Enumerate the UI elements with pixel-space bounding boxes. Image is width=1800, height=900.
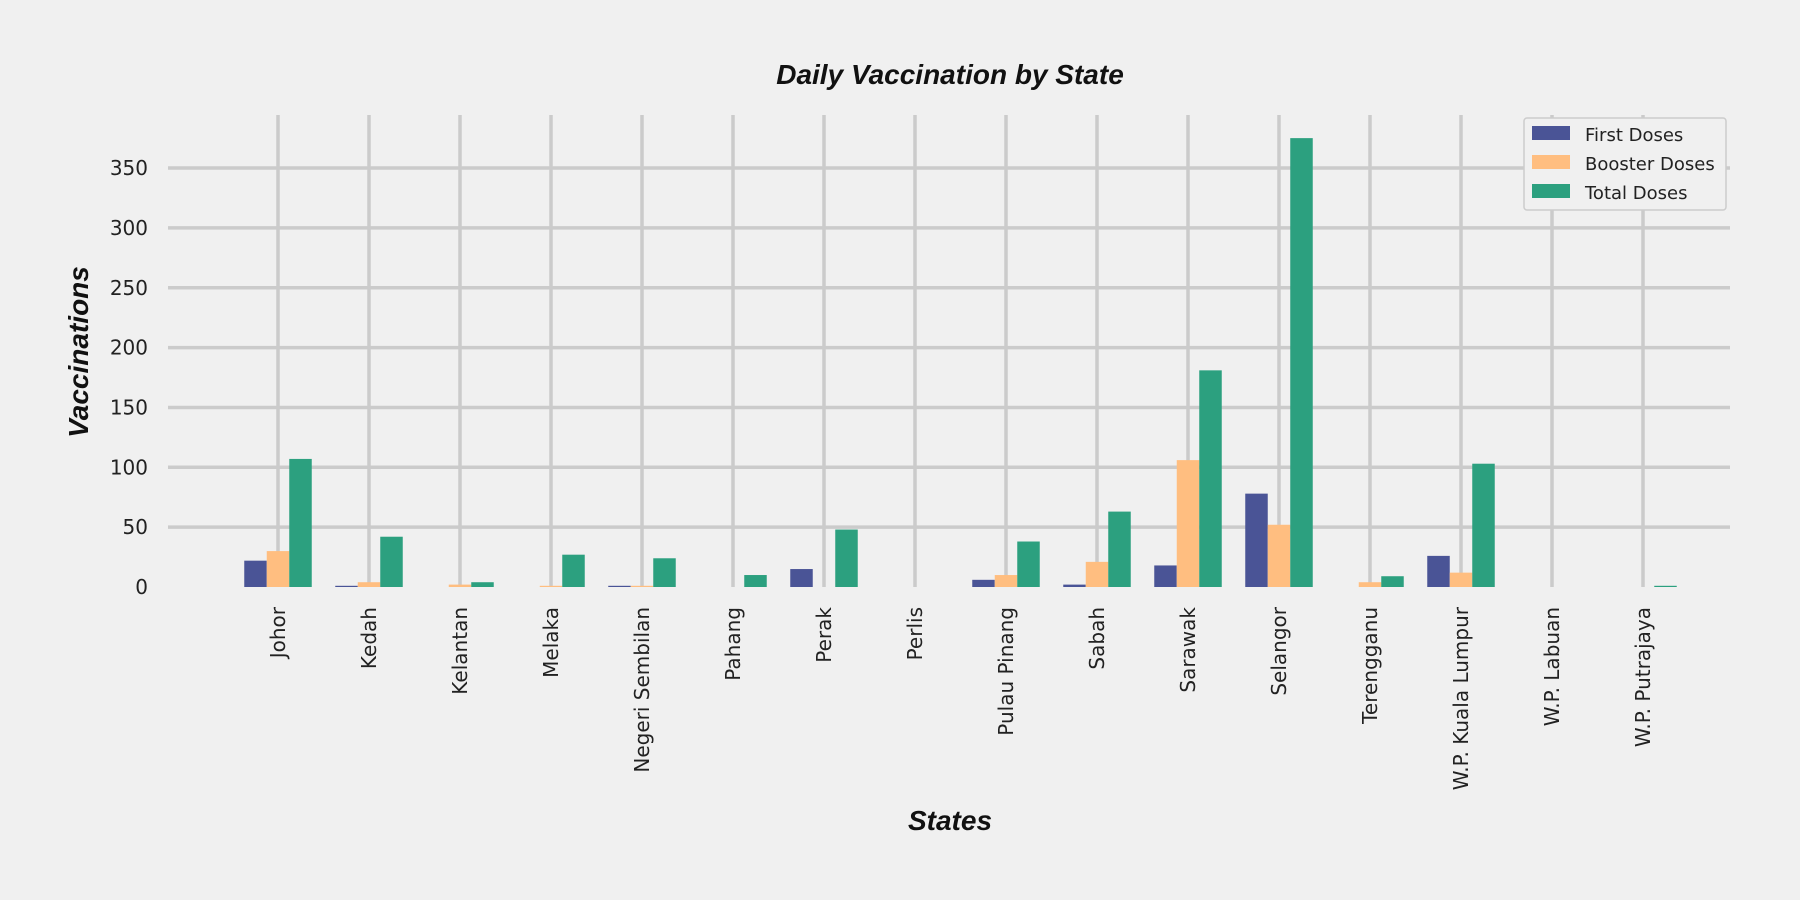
- bar-first-doses-w-p-kuala-lumpur: [1427, 555, 1450, 587]
- y-tick-label: 50: [123, 515, 148, 539]
- bar-booster-doses-negeri-sembilan: [630, 585, 654, 587]
- bar-booster-doses-w-p-kuala-lumpur: [1449, 572, 1473, 587]
- x-axis-label: States: [908, 805, 992, 836]
- bar-booster-doses-terengganu: [1358, 582, 1382, 587]
- bar-booster-doses-kedah: [357, 582, 381, 587]
- bar-total-doses-terengganu: [1381, 576, 1404, 587]
- bar-total-doses-w-p-kuala-lumpur: [1472, 463, 1495, 587]
- x-tick-label-sarawak: Sarawak: [1176, 607, 1200, 693]
- legend-label-first-doses: First Doses: [1585, 125, 1683, 146]
- bar-first-doses-perak: [790, 569, 813, 587]
- bar-booster-doses-selangor: [1267, 524, 1291, 587]
- bar-booster-doses-sarawak: [1176, 460, 1200, 587]
- x-tick-label-pulau-pinang: Pulau Pinang: [994, 607, 1018, 736]
- bar-booster-doses-sabah: [1085, 561, 1109, 587]
- bar-booster-doses-melaka: [539, 585, 563, 587]
- y-tick-label: 100: [110, 455, 148, 479]
- bar-total-doses-selangor: [1290, 138, 1313, 587]
- bar-total-doses-kelantan: [471, 582, 494, 587]
- legend-swatch-first-doses: [1532, 126, 1570, 140]
- bar-first-doses-selangor: [1245, 493, 1268, 587]
- x-tick-label-kelantan: Kelantan: [448, 607, 472, 695]
- bar-first-doses-negeri-sembilan: [608, 585, 631, 587]
- x-tick-label-johor: Johor: [266, 606, 290, 660]
- x-tick-label-w-p-kuala-lumpur: W.P. Kuala Lumpur: [1449, 606, 1473, 790]
- x-tick-label-terengganu: Terengganu: [1358, 607, 1382, 725]
- x-tick-label-sabah: Sabah: [1085, 607, 1109, 670]
- x-tick-label-selangor: Selangor: [1267, 606, 1291, 695]
- bar-total-doses-sarawak: [1199, 370, 1222, 587]
- legend-label-total-doses: Total Doses: [1584, 183, 1687, 204]
- x-tick-label-w-p-labuan: W.P. Labuan: [1540, 607, 1564, 726]
- bar-total-doses-melaka: [562, 554, 585, 587]
- legend-swatch-booster-doses: [1532, 155, 1570, 169]
- bar-total-doses-johor: [289, 458, 312, 587]
- bar-booster-doses-kelantan: [448, 584, 472, 587]
- x-tick-label-perak: Perak: [812, 607, 836, 663]
- legend: First Doses Booster Doses Total Doses: [1523, 117, 1727, 211]
- bar-total-doses-pahang: [744, 575, 767, 587]
- x-tick-label-negeri-sembilan: Negeri Sembilan: [630, 607, 654, 773]
- bar-total-doses-negeri-sembilan: [653, 558, 676, 587]
- x-tick-label-w-p-putrajaya: W.P. Putrajaya: [1631, 607, 1655, 747]
- y-tick-label: 200: [110, 336, 148, 360]
- y-tick-label: 250: [110, 276, 148, 300]
- bar-first-doses-johor: [244, 560, 267, 587]
- bar-first-doses-pulau-pinang: [972, 579, 995, 587]
- legend-swatch-total-doses: [1532, 184, 1570, 198]
- legend-label-booster-doses: Booster Doses: [1585, 154, 1715, 175]
- y-tick-label: 350: [110, 156, 148, 180]
- bar-booster-doses-johor: [266, 551, 290, 587]
- bar-first-doses-sarawak: [1154, 565, 1177, 587]
- y-tick-label: 300: [110, 216, 148, 240]
- x-tick-label-perlis: Perlis: [903, 607, 927, 660]
- y-tick-label: 0: [135, 575, 148, 599]
- bar-total-doses-w-p-putrajaya: [1654, 585, 1677, 587]
- y-tick-label: 150: [110, 395, 148, 419]
- bar-first-doses-kedah: [335, 585, 358, 587]
- y-axis-label: Vaccinations: [63, 266, 94, 438]
- bar-total-doses-pulau-pinang: [1017, 541, 1040, 587]
- chart-title: Daily Vaccination by State: [776, 59, 1124, 90]
- bar-total-doses-perak: [835, 529, 858, 587]
- bar-booster-doses-pulau-pinang: [994, 575, 1018, 587]
- bar-total-doses-kedah: [380, 536, 403, 587]
- x-tick-label-pahang: Pahang: [721, 607, 745, 681]
- x-tick-label-kedah: Kedah: [357, 607, 381, 669]
- x-tick-label-melaka: Melaka: [539, 607, 563, 678]
- bar-total-doses-sabah: [1108, 511, 1131, 587]
- legend-box: [1523, 117, 1727, 211]
- bar-first-doses-sabah: [1063, 584, 1086, 587]
